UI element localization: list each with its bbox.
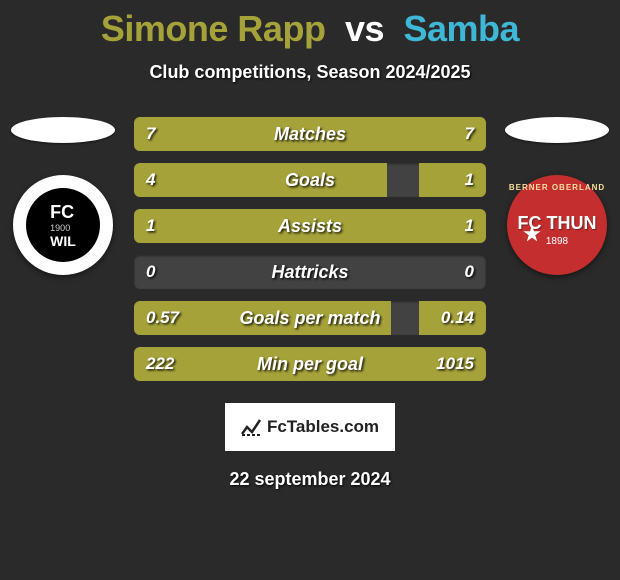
comparison-card: Simone Rapp vs Samba Club competitions, … (0, 0, 620, 580)
stat-row: 0Hattricks0 (134, 255, 486, 289)
right-badge-column: BERNER OBERLAND FC THUN 1898 (502, 117, 612, 275)
crest-wil-year: 1900 (50, 223, 76, 233)
crest-wil-label: WIL (50, 233, 76, 249)
stat-label: Min per goal (134, 347, 486, 381)
stat-value-right: 1015 (436, 347, 474, 381)
flag-stripe (505, 117, 609, 126)
title: Simone Rapp vs Samba (0, 0, 620, 50)
body-row: FC 1900 WIL 7Matches74Goals11Assists10Ha… (0, 117, 620, 393)
player-right-name: Samba (404, 8, 520, 49)
stat-label: Goals (134, 163, 486, 197)
player-left-name: Simone Rapp (101, 8, 326, 49)
stat-row: 7Matches7 (134, 117, 486, 151)
stat-value-right: 1 (465, 163, 474, 197)
date-label: 22 september 2024 (0, 469, 620, 490)
stat-row: 222Min per goal1015 (134, 347, 486, 381)
left-flag (11, 117, 115, 143)
left-club-crest: FC 1900 WIL (13, 175, 113, 275)
stats-column: 7Matches74Goals11Assists10Hattricks00.57… (118, 117, 502, 393)
stat-value-right: 7 (465, 117, 474, 151)
stat-value-right: 0 (465, 255, 474, 289)
stat-row: 4Goals1 (134, 163, 486, 197)
stat-label: Assists (134, 209, 486, 243)
stat-row: 0.57Goals per match0.14 (134, 301, 486, 335)
crest-wil-initials: FC (50, 202, 76, 223)
flag-stripe (11, 117, 115, 126)
brand-logo-icon (241, 417, 261, 437)
stat-label: Hattricks (134, 255, 486, 289)
stat-label: Goals per match (134, 301, 486, 335)
stat-value-right: 0.14 (441, 301, 474, 335)
right-flag (505, 117, 609, 143)
footer-brand-text: FcTables.com (267, 417, 379, 437)
footer-brand-badge: FcTables.com (225, 403, 395, 451)
crest-thun-arc: BERNER OBERLAND (509, 183, 605, 192)
crest-thun-name: FC THUN (518, 213, 597, 234)
left-badge-column: FC 1900 WIL (8, 117, 118, 275)
crest-thun-year: 1898 (546, 236, 568, 247)
stat-label: Matches (134, 117, 486, 151)
crest-wil-inner: FC 1900 WIL (26, 188, 100, 262)
vs-label: vs (335, 8, 394, 49)
flag-stripe (11, 126, 115, 135)
flag-stripe (11, 134, 115, 143)
subtitle: Club competitions, Season 2024/2025 (0, 62, 620, 83)
stat-value-right: 1 (465, 209, 474, 243)
stat-row: 1Assists1 (134, 209, 486, 243)
flag-stripe (505, 126, 609, 135)
right-club-crest: BERNER OBERLAND FC THUN 1898 (507, 175, 607, 275)
flag-stripe (505, 134, 609, 143)
